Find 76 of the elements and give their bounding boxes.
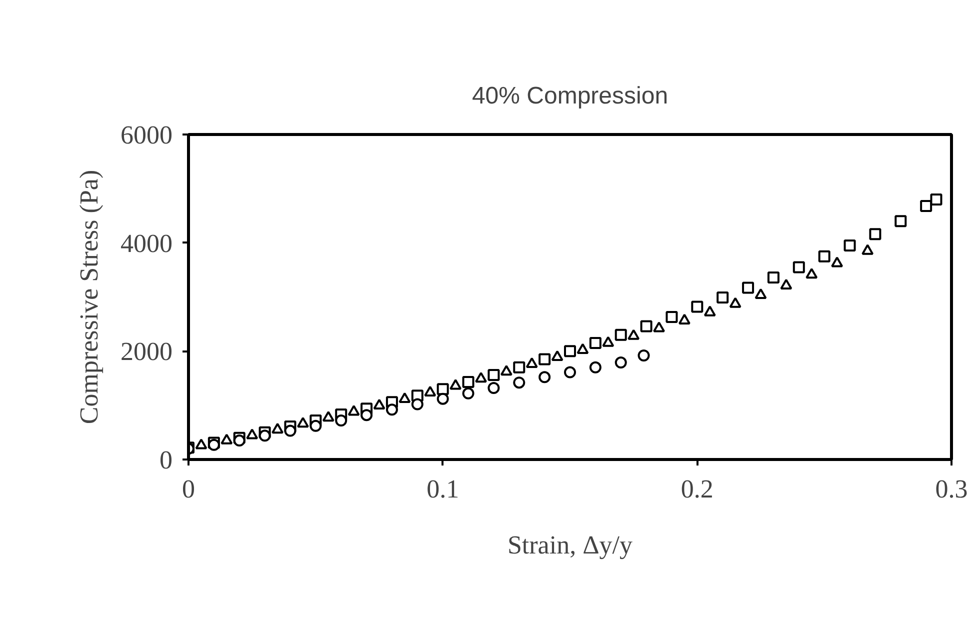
point: [513, 376, 526, 389]
point: [246, 428, 258, 440]
point: [564, 366, 576, 378]
x-axis-title: Strain, Δy/y: [507, 530, 633, 560]
point: [538, 353, 551, 366]
point: [195, 438, 208, 450]
point: [538, 371, 551, 384]
point: [411, 398, 424, 410]
point: [322, 411, 334, 422]
point: [258, 430, 271, 442]
point: [220, 434, 233, 444]
x-tick-label: 0.2: [680, 474, 714, 504]
point: [920, 200, 932, 212]
point: [500, 364, 512, 376]
point: [614, 328, 627, 341]
point: [831, 256, 844, 268]
x-tick-label: 0.3: [935, 474, 968, 504]
point: [716, 292, 729, 304]
x-tick-label: 0: [182, 474, 195, 504]
point: [653, 322, 666, 332]
point: [272, 422, 284, 434]
y-tick-label: 6000: [120, 120, 172, 150]
point: [792, 261, 805, 274]
point: [638, 350, 650, 362]
point: [930, 194, 942, 206]
point: [424, 386, 436, 396]
point: [386, 404, 398, 416]
point: [754, 288, 767, 299]
x-tick-label: 0.1: [426, 474, 460, 504]
point: [704, 306, 716, 316]
point: [602, 336, 614, 347]
point: [436, 383, 449, 396]
point: [614, 356, 627, 369]
y-axis-title: Compressive Stress (Pa): [74, 170, 104, 424]
point: [360, 409, 373, 422]
point: [742, 282, 754, 294]
point: [373, 398, 386, 410]
y-tick-label: 4000: [120, 228, 172, 258]
point: [474, 372, 487, 383]
point: [398, 392, 411, 403]
point: [818, 250, 830, 262]
point: [513, 361, 526, 374]
point: [436, 392, 449, 405]
point: [862, 244, 874, 255]
point: [869, 228, 882, 240]
point: [526, 357, 538, 368]
point: [628, 329, 640, 340]
point: [691, 300, 704, 313]
point: [806, 268, 818, 279]
y-tick-label: 2000: [120, 337, 172, 366]
point: [450, 379, 462, 390]
point: [678, 314, 690, 324]
point: [488, 382, 500, 394]
point: [780, 278, 792, 290]
point: [564, 345, 576, 358]
y-tick-label: 0: [160, 446, 172, 474]
point: [488, 369, 500, 381]
point: [233, 434, 246, 447]
point: [666, 311, 678, 324]
point: [284, 424, 296, 437]
chart-title: 40% Compression: [472, 82, 668, 110]
point: [348, 405, 360, 416]
point: [844, 240, 856, 252]
point: [589, 361, 602, 374]
point: [335, 414, 348, 426]
point: [894, 215, 907, 228]
point: [296, 416, 309, 428]
point: [310, 420, 322, 432]
point: [462, 387, 474, 400]
point: [462, 376, 474, 388]
point: [589, 337, 602, 350]
point: [767, 272, 780, 284]
point: [551, 350, 564, 362]
point: [640, 320, 652, 332]
point: [576, 343, 589, 354]
point: [729, 297, 742, 308]
